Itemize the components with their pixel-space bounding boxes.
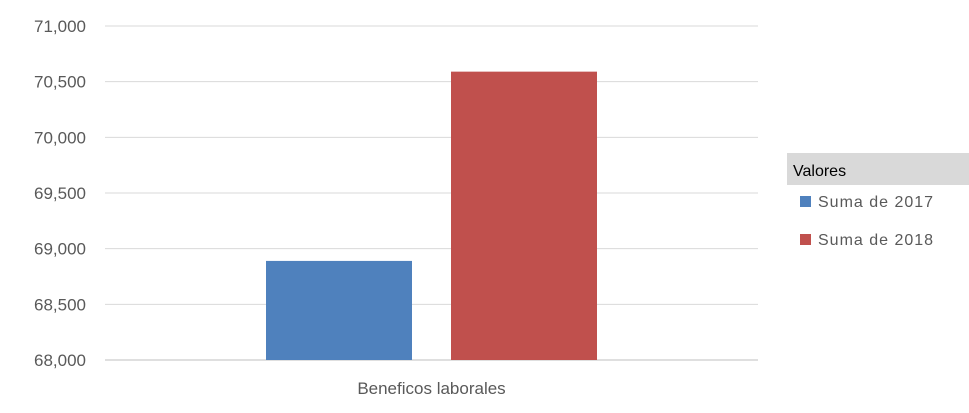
legend: Valores Suma de 2017 Suma de 2018	[787, 153, 969, 249]
y-tick-label: 71,000	[34, 17, 86, 36]
y-tick-label: 68,500	[34, 295, 86, 314]
legend-swatch	[800, 234, 811, 245]
y-tick-label: 70,500	[34, 73, 86, 92]
y-axis-ticks: 68,000 68,500 69,000 69,500 70,000 70,500 71,0…	[34, 17, 86, 370]
y-tick-label: 68,000	[34, 351, 86, 370]
legend-label: Suma de 2018	[818, 232, 934, 249]
y-tick-label: 70,000	[34, 128, 86, 147]
legend-title: Valores	[793, 163, 846, 180]
bars	[266, 71, 597, 360]
legend-title-bar	[787, 153, 969, 185]
bar	[451, 71, 597, 360]
x-category-label: Beneficos laborales	[357, 379, 505, 398]
y-tick-label: 69,000	[34, 240, 86, 259]
x-axis-categories: Beneficos laborales	[357, 379, 505, 398]
legend-label: Suma de 2017	[818, 194, 934, 211]
y-tick-label: 69,500	[34, 184, 86, 203]
legend-swatch	[800, 196, 811, 207]
legend-entries: Suma de 2017 Suma de 2018	[800, 194, 934, 249]
gridlines	[105, 25, 758, 305]
bar	[266, 260, 412, 360]
